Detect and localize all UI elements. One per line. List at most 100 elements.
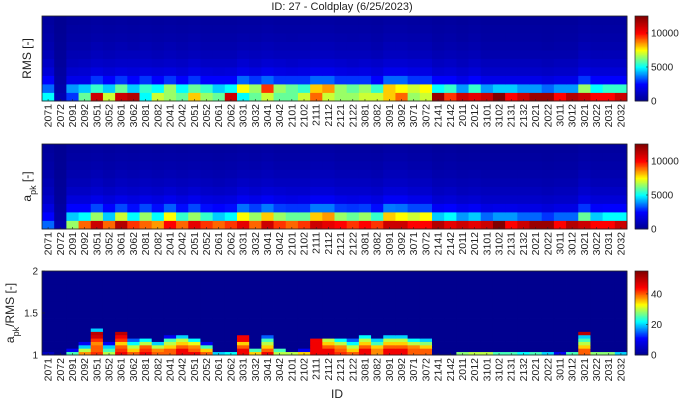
heatmap-cell xyxy=(395,291,409,295)
heatmap-cell xyxy=(139,341,153,346)
heatmap-cell xyxy=(346,314,360,319)
heatmap-cell xyxy=(297,178,311,187)
heatmap-cell xyxy=(468,144,482,153)
heatmap-cell xyxy=(517,334,530,339)
heatmap-cell xyxy=(614,169,628,179)
colorbar-tick-label: 10000 xyxy=(651,157,679,168)
colorbar-swatch xyxy=(635,276,648,278)
heatmap-cell xyxy=(614,277,628,282)
heatmap-cell xyxy=(505,50,518,59)
heatmap-cell xyxy=(42,307,55,312)
x-tick-label: 2092 xyxy=(79,232,91,256)
heatmap-cell xyxy=(127,321,140,326)
heatmap-cell xyxy=(566,220,579,230)
heatmap-cell xyxy=(42,274,55,279)
heatmap-cell xyxy=(115,324,128,329)
heatmap-cell xyxy=(541,75,555,85)
heatmap-cell xyxy=(224,16,238,25)
heatmap-cell xyxy=(151,152,165,162)
heatmap-cell xyxy=(163,341,177,346)
heatmap-cell xyxy=(566,212,579,221)
heatmap-cell xyxy=(285,291,299,295)
colorbar-swatch xyxy=(635,214,648,217)
heatmap-cell xyxy=(322,186,335,196)
heatmap-cell xyxy=(224,152,238,162)
heatmap-cell xyxy=(590,84,604,93)
heatmap-cell xyxy=(383,161,396,170)
heatmap-cell xyxy=(224,271,238,275)
heatmap-cell xyxy=(310,178,323,187)
x-tick-label: 3092 xyxy=(396,104,408,128)
colorbar-swatch xyxy=(635,194,648,197)
heatmap-cell xyxy=(102,334,116,339)
heatmap-cell xyxy=(505,321,518,326)
heatmap-cell xyxy=(139,324,153,329)
heatmap-cell xyxy=(590,281,604,285)
heatmap-cell xyxy=(115,212,128,221)
heatmap-cell xyxy=(480,58,494,68)
heatmap-cell xyxy=(419,277,433,282)
heatmap-cell xyxy=(541,297,555,302)
heatmap-cell xyxy=(127,33,140,42)
x-tick-label: 2111 xyxy=(311,104,323,126)
heatmap-cell xyxy=(90,284,104,289)
heatmap-cell xyxy=(127,307,140,312)
heatmap-cell xyxy=(237,287,250,292)
heatmap-cell xyxy=(371,58,384,68)
heatmap-cell xyxy=(407,277,421,282)
heatmap-cell xyxy=(566,67,579,76)
x-tick-label: 2031 xyxy=(603,232,615,256)
heatmap-cell xyxy=(395,304,409,309)
colorbar-tick-label: 10000 xyxy=(651,29,679,40)
heatmap-cell xyxy=(42,318,55,322)
colorbar-swatch xyxy=(635,273,648,276)
heatmap-cell xyxy=(200,144,214,153)
heatmap-cell xyxy=(188,348,201,353)
heatmap-cell xyxy=(468,75,482,85)
heatmap-cell xyxy=(66,287,79,292)
heatmap-cell xyxy=(78,318,92,322)
heatmap-cell xyxy=(261,203,274,213)
heatmap-cell xyxy=(553,348,567,353)
x-tick-label: 2022 xyxy=(542,232,554,256)
heatmap-cell xyxy=(590,301,604,305)
heatmap-cell xyxy=(78,58,92,68)
heatmap-cell xyxy=(395,58,409,68)
heatmap-cell xyxy=(480,284,494,289)
heatmap-cell xyxy=(395,328,409,332)
colorbar-swatch xyxy=(635,343,648,345)
heatmap-cell xyxy=(90,161,104,170)
heatmap-cell xyxy=(200,314,214,319)
colorbar-swatch xyxy=(635,23,648,26)
heatmap-cell xyxy=(529,92,543,102)
heatmap-cell xyxy=(517,152,530,162)
heatmap-cell xyxy=(151,311,165,316)
heatmap-cell xyxy=(78,287,92,292)
heatmap-cell xyxy=(553,92,567,102)
heatmap-cell xyxy=(566,348,579,353)
heatmap-cell xyxy=(66,307,79,312)
heatmap-cell xyxy=(395,344,409,349)
colorbar-swatch xyxy=(635,282,648,285)
heatmap-cell xyxy=(176,318,189,322)
heatmap-cell xyxy=(590,195,604,204)
heatmap-cell xyxy=(151,169,165,179)
heatmap-cell xyxy=(273,297,287,302)
heatmap-cell xyxy=(566,341,579,346)
heatmap-cell xyxy=(249,324,262,329)
heatmap-cell xyxy=(237,311,250,316)
heatmap-cell xyxy=(456,41,469,51)
heatmap-cell xyxy=(176,178,189,187)
heatmap-cell xyxy=(102,277,116,282)
x-tick-label: 2132 xyxy=(518,104,530,128)
heatmap-cell xyxy=(115,287,128,292)
heatmap-cell xyxy=(444,75,457,85)
heatmap-cell xyxy=(541,307,555,312)
colorbar-swatch xyxy=(635,85,648,87)
heatmap-cell xyxy=(432,287,445,292)
heatmap-cell xyxy=(541,321,555,326)
heatmap-cell xyxy=(371,144,384,153)
heatmap-cell xyxy=(115,75,128,85)
heatmap-cell xyxy=(261,169,274,179)
heatmap-cell xyxy=(444,84,457,93)
